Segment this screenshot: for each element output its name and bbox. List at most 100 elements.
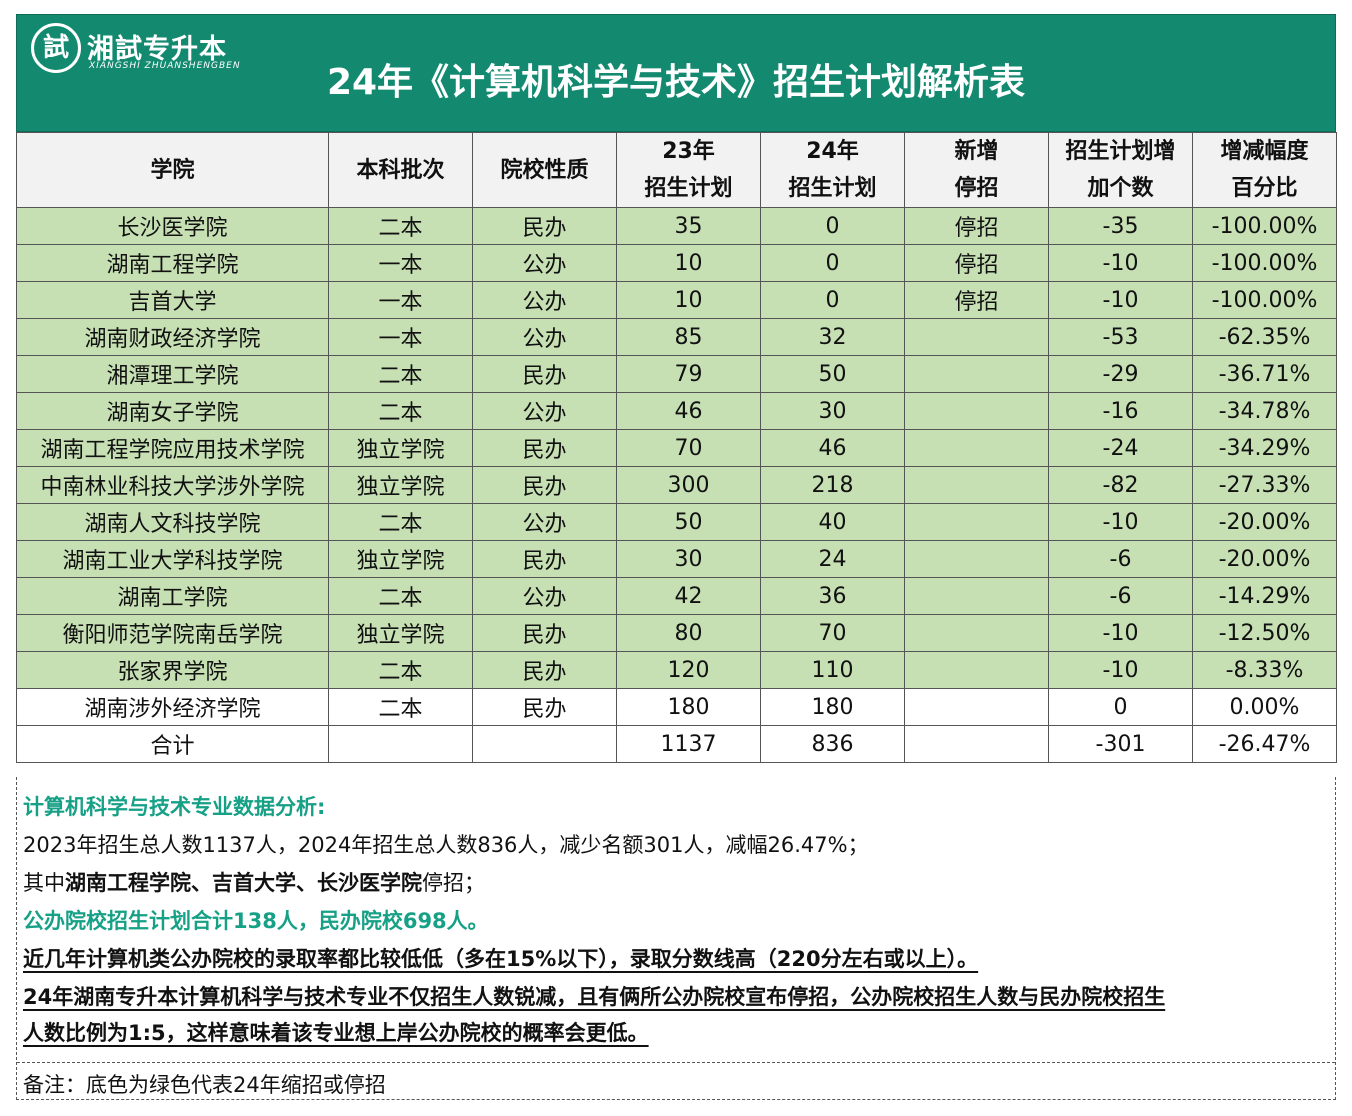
cell: 湖南工学院 (16, 577, 329, 615)
column-header: 本科批次 (328, 132, 473, 208)
cell (472, 725, 617, 763)
data-row: 湖南人文科技学院 二本 公办 50 40 -10 -20.00% (16, 503, 1337, 541)
cell: 180 (760, 688, 905, 726)
data-row: 湖南工程学院应用技术学院 独立学院 民办 70 46 -24 -34.29% (16, 429, 1337, 467)
cell: 42 (616, 577, 761, 615)
header-text: 招生计划 (644, 176, 733, 201)
text: 停招； (422, 871, 485, 895)
cell (904, 540, 1049, 578)
cell (904, 466, 1049, 504)
cell: 120 (616, 651, 761, 689)
notes-split: 公办院校招生计划合计138人，民办院校698人。 (23, 909, 489, 933)
cell: 0.00% (1192, 688, 1337, 726)
cell: 40 (760, 503, 905, 541)
notes-conclusion: 人数比例为1:5，这样意味着该专业想上岸公办院校的概率会更低。 (23, 1021, 649, 1045)
cell: 湖南涉外经济学院 (16, 688, 329, 726)
cell: 0 (760, 207, 905, 245)
header-banner: 試 湘試专升本 XIANGSHI ZHUANSHENGBEN 24年《计算机科学… (16, 14, 1336, 132)
cell: 70 (760, 614, 905, 652)
cell: 民办 (472, 614, 617, 652)
cell: 湖南女子学院 (16, 392, 329, 430)
cell: -36.71% (1192, 355, 1337, 393)
cell: -62.35% (1192, 318, 1337, 356)
cell: 0 (1048, 688, 1193, 726)
cell: -10 (1048, 614, 1193, 652)
school-names: 湖南工程学院、吉首大学、长沙医学院 (65, 871, 422, 895)
cell: -35 (1048, 207, 1193, 245)
cell: -301 (1048, 725, 1193, 763)
cell (904, 725, 1049, 763)
cell: 218 (760, 466, 905, 504)
cell (904, 651, 1049, 689)
cell: 公办 (472, 503, 617, 541)
column-header: 新增 停招 (904, 132, 1049, 208)
cell: 一本 (328, 281, 473, 319)
header-text: 停招 (954, 176, 999, 201)
cell: 湖南人文科技学院 (16, 503, 329, 541)
cell: 10 (616, 244, 761, 282)
cell: 85 (616, 318, 761, 356)
column-header: 增减幅度 百分比 (1192, 132, 1337, 208)
cell: 二本 (328, 355, 473, 393)
notes-conclusion: 24年湖南专升本计算机科学与技术专业不仅招生人数锐减，且有俩所公办院校宣布停招，… (23, 985, 1166, 1009)
data-row: 湖南工学院 二本 公办 42 36 -6 -14.29% (16, 577, 1337, 615)
cell: -26.47% (1192, 725, 1337, 763)
header-text: 学院 (150, 157, 195, 183)
cell: 二本 (328, 207, 473, 245)
cell: 停招 (904, 244, 1049, 282)
cell: -8.33% (1192, 651, 1337, 689)
header-text: 23年 (662, 139, 715, 164)
cell: 民办 (472, 688, 617, 726)
header-text: 院校性质 (500, 157, 589, 183)
cell: -10 (1048, 651, 1193, 689)
header-text: 百分比 (1231, 176, 1298, 201)
cell: -20.00% (1192, 503, 1337, 541)
cell (904, 614, 1049, 652)
data-row: 长沙医学院 二本 民办 35 0 停招 -35 -100.00% (16, 207, 1337, 245)
cell: -10 (1048, 503, 1193, 541)
cell: 一本 (328, 318, 473, 356)
cell: 10 (616, 281, 761, 319)
column-header: 学院 (16, 132, 329, 208)
cell: 湖南工程学院 (16, 244, 329, 282)
cell: 公办 (472, 244, 617, 282)
cell: -34.29% (1192, 429, 1337, 467)
cell: 110 (760, 651, 905, 689)
cell: 公办 (472, 281, 617, 319)
cell: 0 (760, 281, 905, 319)
cell: 独立学院 (328, 429, 473, 467)
cell: -29 (1048, 355, 1193, 393)
data-row: 湖南工业大学科技学院 独立学院 民办 30 24 -6 -20.00% (16, 540, 1337, 578)
enrollment-table: 学院 本科批次 院校性质 23年 招生计划 24年 招生计划 新增 停招 招生计划增 加个数 增减幅度… (16, 132, 1337, 763)
cell: -10 (1048, 281, 1193, 319)
cell: 1137 (616, 725, 761, 763)
column-header: 24年招生计划 (760, 132, 905, 208)
cell: 79 (616, 355, 761, 393)
notes: 计算机科学与技术专业数据分析: 2023年招生总人数1137人，2024年招生总… (16, 777, 1336, 1100)
data-row: 湘潭理工学院 二本 民办 79 50 -29 -36.71% (16, 355, 1337, 393)
cell: -10 (1048, 244, 1193, 282)
cell: 30 (760, 392, 905, 430)
header-text: 招生计划 (788, 176, 877, 201)
logo-pinyin: XIANGSHI ZHUANSHENGBEN (89, 61, 241, 71)
cell: 24 (760, 540, 905, 578)
header-text: 加个数 (1087, 176, 1154, 201)
cell: 80 (616, 614, 761, 652)
column-header: 院校性质 (472, 132, 617, 208)
notes-conclusion: 近几年计算机类公办院校的录取率都比较低低（多在15%以下），录取分数线高（220… (23, 947, 979, 971)
remark: 备注：底色为绿色代表24年缩招或停招 (23, 1073, 386, 1097)
cell: -82 (1048, 466, 1193, 504)
cell: 湖南工程学院应用技术学院 (16, 429, 329, 467)
cell: 二本 (328, 503, 473, 541)
cell: 民办 (472, 429, 617, 467)
cell: 张家界学院 (16, 651, 329, 689)
cell: -24 (1048, 429, 1193, 467)
cell: -6 (1048, 540, 1193, 578)
header-text: 24年 (806, 139, 859, 164)
cell: 0 (760, 244, 905, 282)
cell: -100.00% (1192, 244, 1337, 282)
column-header: 23年招生计划 (616, 132, 761, 208)
cell: 46 (616, 392, 761, 430)
header-text: 招生计划增 (1065, 139, 1176, 164)
